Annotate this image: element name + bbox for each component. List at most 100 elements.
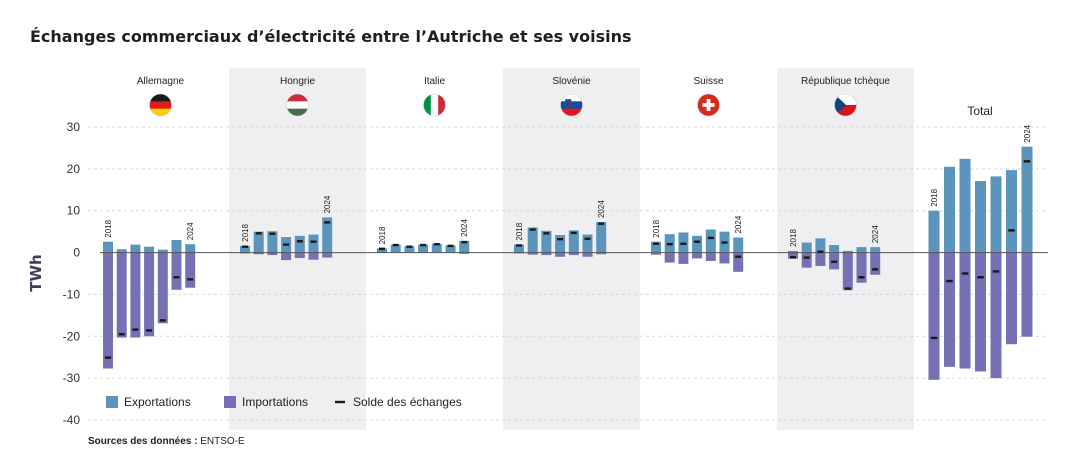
- legend-swatch-balance: [335, 400, 345, 404]
- source-label: Sources des données :: [88, 436, 198, 447]
- panel-export-bar: [527, 227, 538, 253]
- total-export-bar: [1006, 170, 1017, 253]
- panel-balance-marker: [721, 241, 728, 244]
- panel-export-bar: [431, 243, 442, 253]
- panel-import-bar: [116, 252, 127, 338]
- panel-import-bar: [253, 252, 264, 255]
- panel-name: Italie: [424, 76, 446, 87]
- panel-import-bar: [678, 252, 689, 264]
- panel-balance-marker: [447, 244, 454, 248]
- panel-import-bar: [322, 252, 333, 258]
- panel-balance-marker: [858, 276, 865, 279]
- panel-export-bar: [582, 234, 593, 253]
- panel-export-bar: [651, 241, 661, 253]
- panel-balance-marker: [105, 356, 111, 359]
- panel-balance-marker: [653, 242, 659, 245]
- hungary-flag-icon: [286, 93, 309, 117]
- bars-layer: [103, 146, 1033, 380]
- labels-layer: 30 20 10 0 -10 -20 -30 -40 TWh Allemagne 2018 2024 H…: [27, 76, 1032, 427]
- panel-export-bar: [856, 247, 867, 253]
- panel-balance-marker: [543, 232, 550, 235]
- panel-balance-marker: [310, 240, 317, 243]
- panel-export-bar: [678, 232, 689, 253]
- panel-balance-marker: [831, 260, 838, 263]
- panel-balance-marker: [817, 250, 824, 253]
- panel-import-bar: [692, 252, 703, 259]
- panel-balance-marker: [187, 278, 194, 281]
- panel-export-bar: [568, 230, 579, 253]
- panel-balance-marker: [570, 231, 577, 235]
- balance-marker-layer: [105, 160, 1031, 359]
- panel-import-bar: [171, 252, 182, 290]
- panel-balance-marker: [557, 237, 564, 241]
- total-import-bar: [975, 252, 986, 372]
- panel-import-bar: [815, 252, 826, 266]
- panel-balance-marker: [255, 232, 262, 235]
- total-export-bar: [944, 166, 955, 253]
- panel-export-bar: [157, 249, 168, 253]
- panel-export-bar: [185, 244, 196, 253]
- panel-import-bar: [308, 252, 319, 260]
- panel-export-bar: [692, 235, 703, 253]
- panel-import-bar: [294, 252, 305, 259]
- gridlines: [88, 126, 1048, 421]
- total-year-label: 2024: [1023, 124, 1032, 142]
- panel-import-bar: [459, 252, 470, 254]
- panel-export-bar: [705, 229, 716, 253]
- panel-export-bar: [541, 230, 552, 253]
- panel-import-bar: [842, 252, 853, 291]
- total-import-bar: [928, 252, 940, 380]
- panel-balance-marker: [584, 237, 591, 240]
- panel-name: Allemagne: [137, 76, 185, 87]
- panel-export-bar: [459, 240, 470, 253]
- panel-balance-marker: [707, 236, 714, 240]
- panel-export-bar: [801, 242, 812, 253]
- panel-export-bar: [555, 234, 566, 253]
- panel-balance-marker: [666, 243, 673, 246]
- total-balance-marker: [1008, 229, 1015, 232]
- panel-balance-marker: [392, 243, 399, 247]
- panel-year-label: 2024: [734, 215, 743, 233]
- panel-export-bar: [815, 238, 826, 253]
- y-axis-label: TWh: [27, 254, 45, 291]
- panel-import-bar: [555, 252, 566, 257]
- y-tick-label: 20: [67, 162, 81, 176]
- panel-import-bar: [870, 252, 881, 275]
- panel-balance-marker: [242, 245, 248, 248]
- panel-name: Hongrie: [280, 76, 315, 87]
- panel-import-bar: [596, 252, 607, 255]
- total-import-bar: [944, 252, 955, 367]
- panel-export-bar: [418, 244, 429, 253]
- panel-export-bar: [829, 245, 840, 253]
- chart-title: Échanges commerciaux d’électricité entre…: [30, 27, 632, 46]
- y-tick-label: -40: [63, 413, 81, 427]
- panel-background: [777, 68, 914, 430]
- y-tick-label: -20: [63, 329, 81, 343]
- panel-balance-marker: [529, 228, 536, 231]
- slovenia-flag-icon: [560, 93, 583, 117]
- panel-export-bar: [130, 244, 141, 253]
- panel-name: République tchèque: [801, 76, 890, 87]
- panel-export-bar: [514, 244, 524, 253]
- panel-balance-marker: [872, 268, 879, 271]
- total-export-bar: [1021, 146, 1033, 253]
- y-tick-label: 10: [67, 204, 81, 218]
- panel-import-bar: [664, 252, 675, 263]
- panel-import-bar: [582, 252, 593, 257]
- total-balance-marker: [992, 270, 1000, 273]
- panel-export-bar: [390, 244, 401, 253]
- panel-name: Slovénie: [552, 76, 591, 87]
- panel-import-bar: [541, 252, 552, 256]
- panel-balance-marker: [146, 329, 153, 332]
- legend-swatch-exports: [106, 396, 118, 408]
- panel-import-bar: [733, 252, 744, 272]
- panel-balance-marker: [598, 222, 605, 225]
- legend-label-imports: Importations: [242, 395, 308, 409]
- panel-import-bar: [705, 252, 716, 261]
- panel-year-label: 2024: [460, 219, 469, 237]
- panel-balance-marker: [283, 243, 290, 246]
- italy-flag-icon: [423, 93, 446, 117]
- total-balance-marker: [930, 336, 938, 340]
- panel-export-bar: [294, 235, 305, 253]
